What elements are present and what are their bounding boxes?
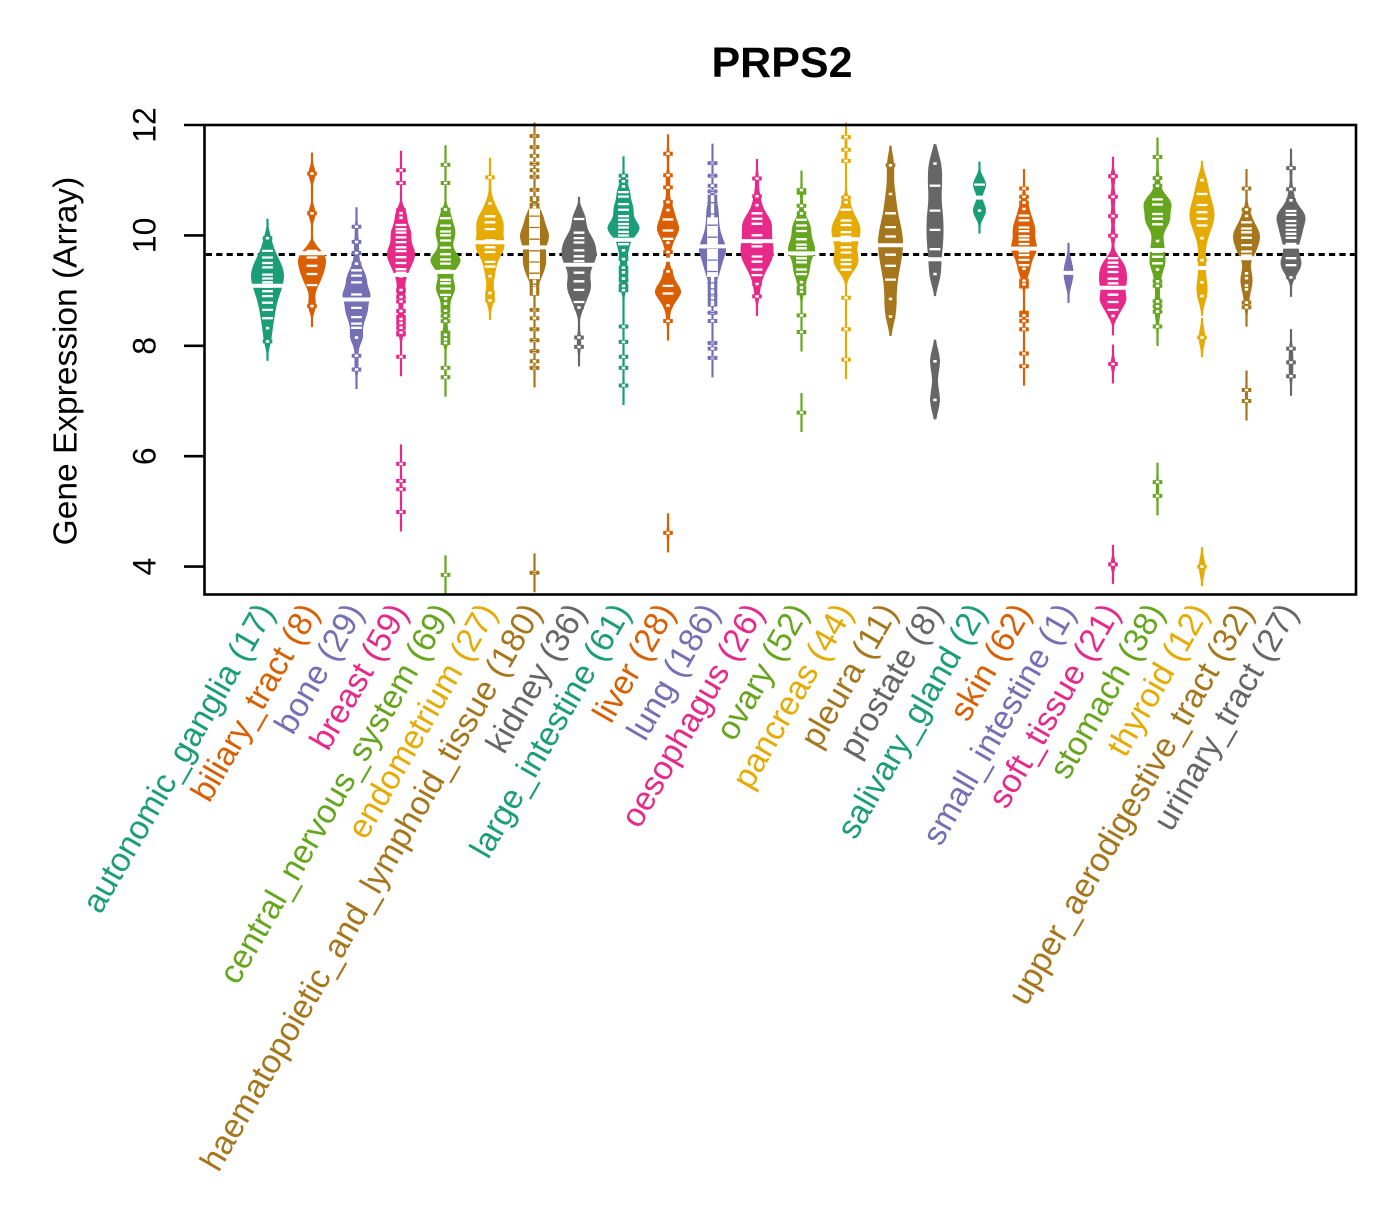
svg-text:Gene Expression (Array): Gene Expression (Array): [48, 177, 85, 546]
svg-text:4: 4: [127, 558, 163, 576]
svg-text:6: 6: [127, 447, 163, 465]
svg-text:12: 12: [127, 107, 163, 143]
svg-text:8: 8: [127, 337, 163, 355]
svg-text:10: 10: [127, 218, 163, 254]
svg-text:PRPS2: PRPS2: [711, 39, 852, 87]
